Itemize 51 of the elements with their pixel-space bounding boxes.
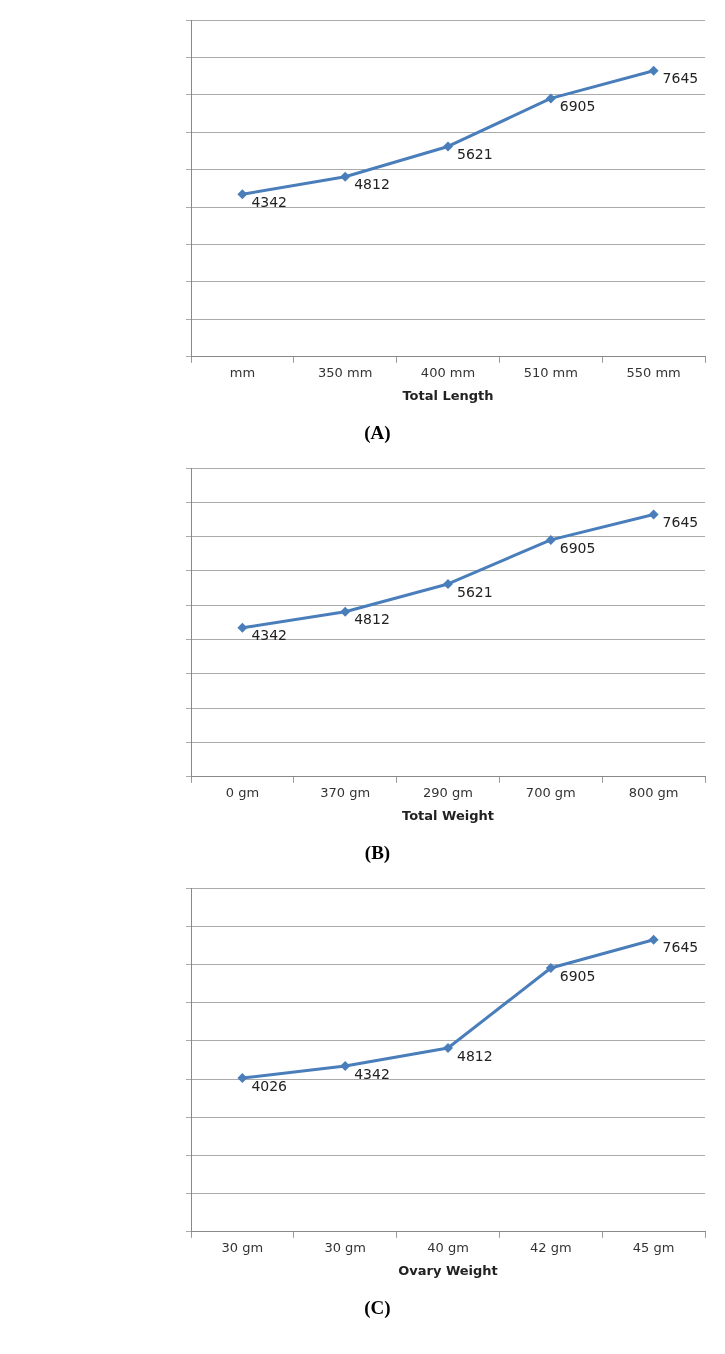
x-tick-label: 800 gm bbox=[628, 784, 679, 800]
point bbox=[237, 1073, 248, 1084]
data-label: 4342 bbox=[354, 1065, 390, 1082]
point bbox=[648, 934, 659, 945]
data-label: 7645 bbox=[662, 70, 699, 87]
data-label: 4342 bbox=[251, 193, 288, 210]
data-label: 5621 bbox=[457, 146, 493, 163]
x-axis-title: Total Length bbox=[402, 387, 494, 403]
point bbox=[237, 189, 248, 200]
x-tick-label: 370 gm bbox=[320, 784, 371, 800]
x-tick-label: 700 gm bbox=[525, 784, 576, 800]
point bbox=[545, 534, 556, 545]
point bbox=[340, 606, 351, 617]
x-tick-label: 30 gm bbox=[324, 1239, 366, 1255]
x-tick-label: 550 mm bbox=[626, 364, 681, 380]
point bbox=[237, 622, 248, 633]
text: (C) bbox=[363, 1296, 392, 1320]
point bbox=[340, 1060, 351, 1071]
data-label: 4812 bbox=[354, 176, 390, 193]
x-tick-label: 42 gm bbox=[530, 1239, 572, 1255]
data-label: 5621 bbox=[457, 583, 493, 600]
x-tick-label: 45 gm bbox=[632, 1239, 675, 1255]
point bbox=[443, 1042, 453, 1053]
x-axis-title: Total Weight bbox=[402, 807, 494, 823]
x-tick-label: 30 gm bbox=[221, 1239, 264, 1255]
data-label: 6905 bbox=[559, 539, 596, 556]
data-label: 7645 bbox=[662, 514, 699, 531]
text: (A) bbox=[363, 421, 392, 445]
x-tick-label: mm bbox=[229, 364, 256, 380]
data-label: 4342 bbox=[251, 627, 288, 644]
x-tick-label: 350 mm bbox=[318, 364, 373, 380]
x-tick-label: 0 gm bbox=[225, 784, 260, 800]
data-label: 7645 bbox=[662, 939, 699, 956]
point bbox=[648, 65, 659, 76]
point bbox=[340, 171, 351, 182]
data-label: 6905 bbox=[559, 98, 596, 115]
data-label: 4812 bbox=[354, 611, 390, 628]
point bbox=[545, 963, 556, 974]
x-tick-label: 510 mm bbox=[523, 364, 578, 380]
x-tick-label: 290 gm bbox=[423, 784, 473, 800]
point bbox=[443, 141, 453, 152]
x-axis-title: Ovary Weight bbox=[398, 1262, 498, 1278]
data-label: 4026 bbox=[251, 1077, 288, 1094]
data-label: 4812 bbox=[457, 1047, 493, 1064]
text: (B) bbox=[363, 841, 392, 865]
data-label: 6905 bbox=[559, 967, 596, 984]
x-tick-label: 40 gm bbox=[427, 1239, 469, 1255]
x-tick-label: 400 mm bbox=[420, 364, 476, 380]
point bbox=[545, 93, 556, 104]
point bbox=[648, 509, 659, 520]
point bbox=[443, 578, 453, 589]
